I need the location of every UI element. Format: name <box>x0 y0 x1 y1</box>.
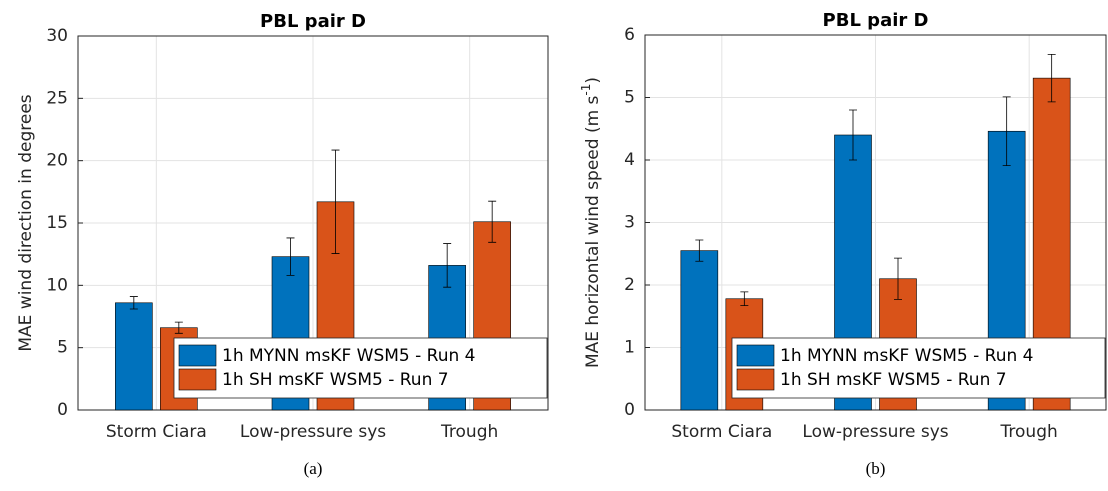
y-tick-label: 10 <box>46 275 68 295</box>
legend-label: 1h MYNN msKF WSM5 - Run 4 <box>780 346 1033 366</box>
legend-swatch <box>736 344 775 367</box>
x-tick-label: Storm Ciara <box>106 422 207 442</box>
x-tick-label: Low-pressure sys <box>240 422 386 442</box>
legend-box <box>731 337 1106 399</box>
error-bar <box>1002 96 1011 167</box>
y-tick-label: 5 <box>624 88 635 108</box>
bar <box>680 250 719 411</box>
legend-label: 1h SH msKF WSM5 - Run 7 <box>222 370 449 390</box>
y-axis-label: MAE horizontal wind speed (m s-1) <box>579 77 604 368</box>
error-bar <box>740 291 749 307</box>
caption: (b) <box>866 459 886 478</box>
x-tick-label: Low-pressure sys <box>802 422 948 442</box>
legend-box <box>173 337 548 399</box>
x-tick-label: Storm Ciara <box>671 422 772 442</box>
y-axis-label-sup: -1 <box>579 84 593 96</box>
y-tick-label: 3 <box>624 213 635 233</box>
chart: Storm Ciara Low-pressure sys Trough 0 5 10 15 2… <box>16 11 549 478</box>
axes-box <box>644 34 1107 411</box>
y-tick-label: 2 <box>624 275 635 295</box>
y-tick-label: 15 <box>46 213 68 233</box>
y-tick-label: 4 <box>624 150 635 170</box>
y-tick-label: 1 <box>624 338 635 358</box>
x-tick-label: Trough <box>1000 422 1058 442</box>
error-bar <box>894 257 902 300</box>
legend-label: 1h MYNN msKF WSM5 - Run 4 <box>222 346 475 366</box>
error-bar <box>286 237 295 276</box>
bar <box>115 302 153 411</box>
legend-swatch <box>178 368 217 391</box>
y-tick-label: 6 <box>624 25 635 45</box>
error-bar <box>443 243 452 288</box>
y-tick-label: 20 <box>46 151 68 171</box>
chart-title: PBL pair D <box>823 10 929 31</box>
legend-swatch <box>736 368 775 391</box>
error-bar <box>174 321 183 334</box>
error-bar <box>129 296 138 310</box>
axes-box <box>77 35 549 411</box>
y-axis-label: MAE wind direction in degrees <box>16 94 36 351</box>
y-tick-label: 0 <box>57 400 68 420</box>
legend-swatch <box>178 344 217 367</box>
legend-label: 1h SH msKF WSM5 - Run 7 <box>780 370 1007 390</box>
y-tick-label: 5 <box>57 338 68 358</box>
caption: (a) <box>304 459 323 478</box>
y-tick-label: 0 <box>624 400 635 420</box>
y-tick-label: 25 <box>46 88 68 108</box>
error-bar <box>849 109 857 161</box>
chart-title: PBL pair D <box>260 11 366 32</box>
error-bar <box>488 200 497 243</box>
error-bar <box>331 149 340 254</box>
chart: Storm Ciara Low-pressure sys Trough 0 1 2 3 4 5 6… <box>579 10 1107 478</box>
y-axis-label-text: MAE wind direction in degrees <box>16 94 36 351</box>
y-tick-label: 30 <box>46 26 68 46</box>
error-bar <box>1047 53 1056 103</box>
x-tick-label: Trough <box>440 422 498 442</box>
error-bar <box>695 239 704 262</box>
y-axis-label-end: ) <box>583 77 603 84</box>
y-axis-label-text: MAE horizontal wind speed (m s <box>583 95 603 368</box>
